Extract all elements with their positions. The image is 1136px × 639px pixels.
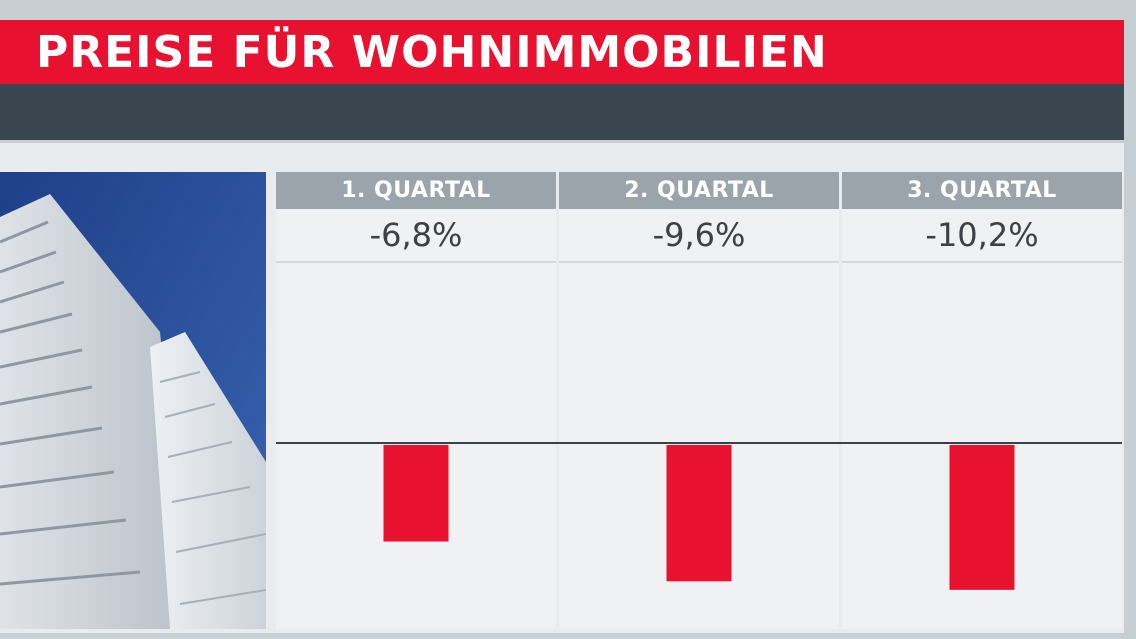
divider	[276, 261, 556, 263]
page-title: PREISE FÜR WOHNIMMOBILIEN	[36, 26, 828, 78]
bar-1	[383, 445, 449, 542]
bar-chart-area	[276, 442, 1122, 590]
building-photo	[0, 172, 266, 629]
quarters-chart: 1. QUARTAL -6,8% 2. QUARTAL -9,6% 3. QUA…	[276, 172, 1122, 629]
quarter-header: 2. QUARTAL	[559, 172, 839, 209]
quarter-value-label: -6,8%	[369, 216, 463, 254]
bar-3	[949, 445, 1015, 590]
title-bar: PREISE FÜR WOHNIMMOBILIEN	[0, 20, 1124, 84]
quarter-header: 3. QUARTAL	[842, 172, 1122, 209]
quarter-column: 1. QUARTAL -6,8%	[276, 172, 556, 629]
quarter-value-label: -10,2%	[925, 216, 1039, 254]
bar-2	[666, 445, 732, 582]
sub-bar	[0, 84, 1124, 140]
quarter-header: 1. QUARTAL	[276, 172, 556, 209]
divider	[559, 261, 839, 263]
divider	[842, 261, 1122, 263]
quarter-value-label: -9,6%	[652, 216, 746, 254]
